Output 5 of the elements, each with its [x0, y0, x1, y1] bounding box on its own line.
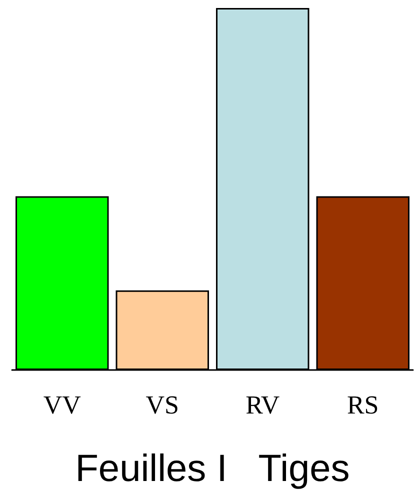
x-tick-label: VV [43, 390, 82, 420]
x-tick-label: VS [146, 390, 179, 420]
x-tick-label: RS [346, 390, 379, 420]
x-tick-label: RV [246, 390, 280, 420]
x-axis-title: Feuilles I Tiges [75, 448, 350, 490]
